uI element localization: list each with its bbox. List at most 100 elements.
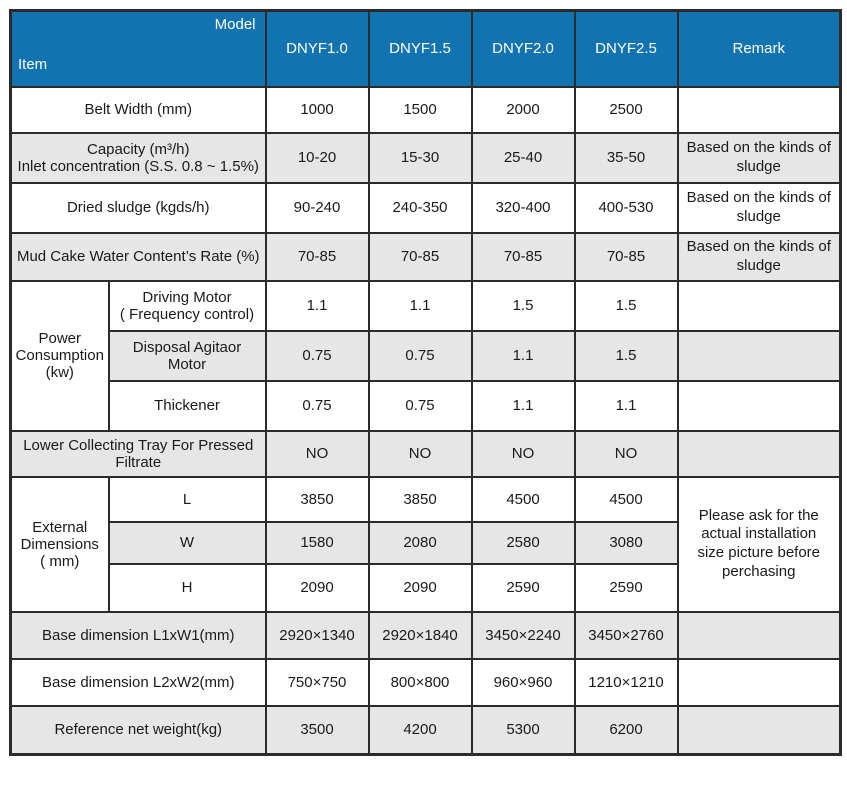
cell-value: 25-40 (470, 131, 576, 184)
cell-value: 70-85 (470, 231, 576, 282)
cell-value: 2920×1840 (367, 610, 473, 660)
cell-value: 2080 (367, 520, 473, 565)
header-row: Model Item DNYF1.0 DNYF1.5 DNYF2.0 DNYF2… (9, 9, 842, 88)
row-external-dim-h: H 2090 2090 2590 2590 (11, 562, 841, 613)
column-header-remark: Remark (676, 9, 842, 88)
row-sublabel: H (107, 562, 267, 613)
cell-value: 2580 (470, 520, 576, 565)
cell-value: 2590 (470, 562, 576, 613)
cell-remark: Based on the kinds of sludge (676, 181, 842, 234)
column-header-dnyf25: DNYF2.5 (573, 9, 679, 88)
row-sublabel: Thickener (107, 379, 267, 432)
row-dried-sludge: Dried sludge (kgds/h) 90-240 240-350 320… (9, 181, 842, 234)
cell-value: 1.1 (573, 379, 679, 432)
cell-value: 1.5 (573, 329, 679, 382)
cell-value: 400-530 (573, 181, 679, 234)
cell-value: 10-20 (264, 131, 370, 184)
row-power-driving-motor: Power Consumption (kw) Driving Motor ( F… (9, 279, 842, 432)
cell-value: 1.1 (264, 279, 370, 332)
cell-value: 3080 (573, 520, 679, 565)
cell-value: 4500 (573, 475, 679, 523)
cell-value: 800×800 (367, 657, 473, 707)
row-label: Mud Cake Water Content’s Rate (%) (9, 231, 267, 282)
cell-remark: Based on the kinds of sludge (676, 231, 842, 282)
model-item-corner-cell: Model Item (9, 9, 267, 88)
cell-value: 4200 (367, 704, 473, 756)
cell-value: 320-400 (470, 181, 576, 234)
row-power-thickener: Thickener 0.75 0.75 1.1 1.1 (11, 379, 842, 432)
cell-value: 2000 (470, 85, 576, 134)
column-header-dnyf1: DNYF1.0 (264, 9, 370, 88)
cell-value: 35-50 (573, 131, 679, 184)
cell-value: 0.75 (367, 329, 473, 382)
cell-value: 2090 (264, 562, 370, 613)
cell-remark (676, 329, 842, 382)
cell-value: 960×960 (470, 657, 576, 707)
cell-remark (676, 610, 842, 660)
cell-value: 240-350 (367, 181, 473, 234)
cell-remark (676, 704, 842, 756)
row-label: Dried sludge (kgds/h) (9, 181, 267, 234)
cell-value: 1.1 (470, 379, 576, 432)
cell-value: 90-240 (264, 181, 370, 234)
cell-value: 3850 (264, 475, 370, 523)
external-dimensions-remark: Please ask for the actual installation s… (676, 475, 842, 613)
row-external-dim-w: W 1580 2080 2580 3080 (11, 520, 841, 565)
row-base-dimension-l1w1: Base dimension L1xW1(mm) 2920×1340 2920×… (9, 610, 842, 660)
row-external-dim-l: External Dimensions ( mm) L 3850 3850 45… (9, 475, 842, 613)
cell-value: 6200 (573, 704, 679, 756)
column-header-dnyf2: DNYF2.0 (470, 9, 576, 88)
external-dimensions-group-label: External Dimensions ( mm) (9, 475, 110, 613)
row-sublabel: Disposal Agitaor Motor (107, 329, 267, 382)
cell-value: 2090 (367, 562, 473, 613)
cell-value: 0.75 (264, 329, 370, 382)
cell-value: NO (367, 429, 473, 478)
cell-value: 5300 (470, 704, 576, 756)
row-mud-cake: Mud Cake Water Content’s Rate (%) 70-85 … (9, 231, 842, 282)
row-power-disposal-agitator: Disposal Agitaor Motor 0.75 0.75 1.1 1.5 (11, 329, 842, 382)
row-capacity: Capacity (m³/h) Inlet concentration (S.S… (9, 131, 842, 184)
cell-value: 0.75 (367, 379, 473, 432)
row-label: Lower Collecting Tray For Pressed Filtra… (9, 429, 267, 478)
cell-value: 3450×2240 (470, 610, 576, 660)
cell-value: 1.1 (470, 329, 576, 382)
cell-value: 4500 (470, 475, 576, 523)
row-belt-width: Belt Width (mm) 1000 1500 2000 2500 (9, 85, 842, 134)
row-sublabel: W (107, 520, 267, 565)
cell-value: 3450×2760 (573, 610, 679, 660)
row-label: Base dimension L2xW2(mm) (9, 657, 267, 707)
cell-value: 1210×1210 (573, 657, 679, 707)
cell-value: 1500 (367, 85, 473, 134)
row-label: Reference net weight(kg) (9, 704, 267, 756)
row-lower-collecting-tray: Lower Collecting Tray For Pressed Filtra… (9, 429, 842, 478)
cell-remark (676, 379, 842, 432)
cell-remark: Based on the kinds of sludge (676, 131, 842, 184)
column-header-dnyf15: DNYF1.5 (367, 9, 473, 88)
cell-value: 15-30 (367, 131, 473, 184)
cell-value: 2590 (573, 562, 679, 613)
cell-remark (676, 279, 842, 332)
cell-value: NO (573, 429, 679, 478)
cell-remark (676, 657, 842, 707)
cell-value: 1580 (264, 520, 370, 565)
row-sublabel: Driving Motor ( Frequency control) (107, 279, 267, 332)
cell-value: 70-85 (264, 231, 370, 282)
cell-value: 3500 (264, 704, 370, 756)
cell-value: 1000 (264, 85, 370, 134)
cell-value: 2920×1340 (264, 610, 370, 660)
row-label: Base dimension L1xW1(mm) (9, 610, 267, 660)
power-consumption-group-label: Power Consumption (kw) (9, 279, 110, 432)
corner-item-label: Item (18, 55, 48, 73)
cell-value: 70-85 (367, 231, 473, 282)
spec-table: Model Item DNYF1.0 DNYF1.5 DNYF2.0 DNYF2… (9, 9, 842, 756)
row-label: Capacity (m³/h) Inlet concentration (S.S… (9, 131, 267, 184)
cell-value: 1.5 (573, 279, 679, 332)
cell-value: 1.1 (367, 279, 473, 332)
cell-value: 70-85 (573, 231, 679, 282)
cell-value: 1.5 (470, 279, 576, 332)
cell-value: 750×750 (264, 657, 370, 707)
row-label: Belt Width (mm) (9, 85, 267, 134)
cell-value: 0.75 (264, 379, 370, 432)
row-base-dimension-l2w2: Base dimension L2xW2(mm) 750×750 800×800… (9, 657, 842, 707)
